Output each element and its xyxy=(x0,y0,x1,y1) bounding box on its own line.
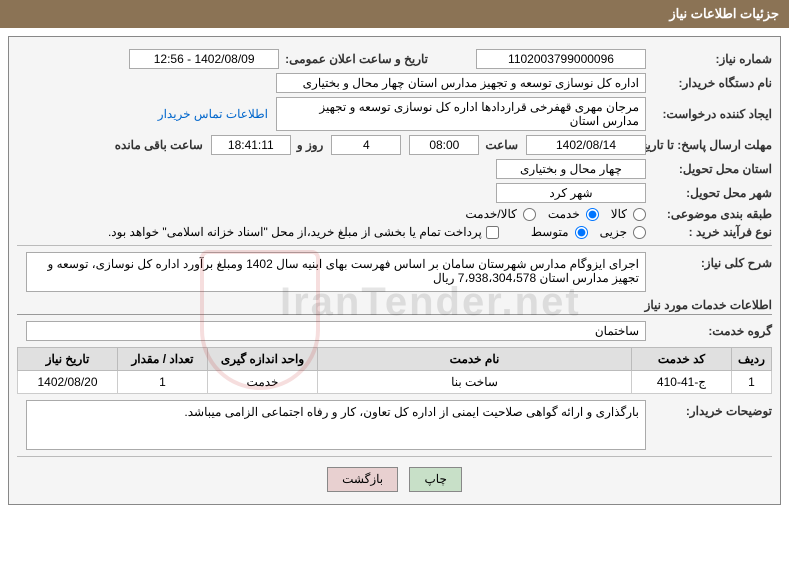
td-service-code: ج-41-410 xyxy=(632,371,732,394)
row-process: نوع فرآیند خرید : جزیی متوسط پرداخت تمام… xyxy=(17,225,772,239)
radio-minor-label: جزیی xyxy=(600,225,627,239)
radio-medium-label: متوسط xyxy=(531,225,569,239)
back-button[interactable]: بازگشت xyxy=(327,467,398,492)
row-desc: شرح کلی نیاز: اجرای ایزوگام مدارس شهرستا… xyxy=(17,252,772,292)
th-unit: واحد اندازه گیری xyxy=(208,348,318,371)
td-row: 1 xyxy=(732,371,772,394)
radio-goods-label: کالا xyxy=(611,207,627,221)
time-left-value: 18:41:11 xyxy=(211,135,291,155)
deadline-label: مهلت ارسال پاسخ: تا تاریخ: xyxy=(652,138,772,152)
row-category: طبقه بندی موضوعی: کالا خدمت کالا/خدمت xyxy=(17,207,772,221)
row-need-number: شماره نیاز: 1102003799000096 تاریخ و ساع… xyxy=(17,49,772,69)
city-label: شهر محل تحویل: xyxy=(652,186,772,200)
process-label: نوع فرآیند خرید : xyxy=(652,225,772,239)
time-label: ساعت xyxy=(485,138,518,152)
th-qty: تعداد / مقدار xyxy=(118,348,208,371)
desc-value: اجرای ایزوگام مدارس شهرستان سامان بر اسا… xyxy=(26,252,646,292)
province-value: چهار محال و بختیاری xyxy=(496,159,646,179)
td-service-name: ساخت بنا xyxy=(318,371,632,394)
radio-service-label: خدمت xyxy=(548,207,580,221)
province-label: استان محل تحویل: xyxy=(652,162,772,176)
page-title: جزئیات اطلاعات نیاز xyxy=(669,6,779,21)
city-value: شهر کرد xyxy=(496,183,646,203)
time-left-label: ساعت باقی مانده xyxy=(115,138,203,152)
category-label: طبقه بندی موضوعی: xyxy=(652,207,772,221)
row-buyer-org: نام دستگاه خریدار: اداره کل نوسازی توسعه… xyxy=(17,73,772,93)
radio-medium-group: متوسط xyxy=(531,225,588,239)
radio-medium[interactable] xyxy=(575,226,588,239)
row-province: استان محل تحویل: چهار محال و بختیاری xyxy=(17,159,772,179)
announce-date-value: 1402/08/09 - 12:56 xyxy=(129,49,279,69)
th-row: ردیف xyxy=(732,348,772,371)
buyer-notes-label: توضیحات خریدار: xyxy=(652,400,772,418)
treasury-note: پرداخت تمام یا بخشی از مبلغ خرید،از محل … xyxy=(108,225,482,239)
separator-2 xyxy=(17,456,772,457)
th-service-code: کد خدمت xyxy=(632,348,732,371)
services-table: ردیف کد خدمت نام خدمت واحد اندازه گیری ت… xyxy=(17,347,772,394)
need-number-value: 1102003799000096 xyxy=(476,49,646,69)
button-bar: چاپ بازگشت xyxy=(17,467,772,492)
days-left-value: 4 xyxy=(331,135,401,155)
radio-goods-service[interactable] xyxy=(523,208,536,221)
requester-label: ایجاد کننده درخواست: xyxy=(652,107,772,121)
td-need-date: 1402/08/20 xyxy=(18,371,118,394)
radio-service[interactable] xyxy=(586,208,599,221)
announce-date-label: تاریخ و ساعت اعلان عمومی: xyxy=(285,52,428,66)
deadline-date-value: 1402/08/14 xyxy=(526,135,646,155)
group-label: گروه خدمت: xyxy=(652,324,772,338)
radio-service-group: خدمت xyxy=(548,207,599,221)
need-number-label: شماره نیاز: xyxy=(652,52,772,66)
row-city: شهر محل تحویل: شهر کرد xyxy=(17,183,772,203)
td-qty: 1 xyxy=(118,371,208,394)
td-unit: خدمت xyxy=(208,371,318,394)
th-service-name: نام خدمت xyxy=(318,348,632,371)
row-buyer-notes: توضیحات خریدار: بارگذاری و ارائه گواهی ص… xyxy=(17,400,772,450)
deadline-time-value: 08:00 xyxy=(409,135,479,155)
row-group: گروه خدمت: ساختمان xyxy=(17,321,772,341)
buyer-org-value: اداره کل نوسازی توسعه و تجهیز مدارس استا… xyxy=(276,73,646,93)
page-header: جزئیات اطلاعات نیاز xyxy=(0,0,789,28)
main-panel: شماره نیاز: 1102003799000096 تاریخ و ساع… xyxy=(8,36,781,505)
separator-1 xyxy=(17,245,772,246)
buyer-notes-value: بارگذاری و ارائه گواهی صلاحیت ایمنی از ا… xyxy=(26,400,646,450)
days-left-label: روز و xyxy=(297,138,324,152)
buyer-org-label: نام دستگاه خریدار: xyxy=(652,76,772,90)
table-header-row: ردیف کد خدمت نام خدمت واحد اندازه گیری ت… xyxy=(18,348,772,371)
row-requester: ایجاد کننده درخواست: مرجان مهری قهفرخی ق… xyxy=(17,97,772,131)
radio-goods-service-group: کالا/خدمت xyxy=(465,207,535,221)
requester-value: مرجان مهری قهفرخی قراردادها اداره کل نوس… xyxy=(276,97,646,131)
treasury-checkbox[interactable] xyxy=(486,226,499,239)
desc-label: شرح کلی نیاز: xyxy=(652,252,772,270)
th-need-date: تاریخ نیاز xyxy=(18,348,118,371)
contact-link[interactable]: اطلاعات تماس خریدار xyxy=(158,107,268,121)
table-row: 1 ج-41-410 ساخت بنا خدمت 1 1402/08/20 xyxy=(18,371,772,394)
radio-goods-group: کالا xyxy=(611,207,646,221)
treasury-checkbox-group: پرداخت تمام یا بخشی از مبلغ خرید،از محل … xyxy=(108,225,499,239)
group-value: ساختمان xyxy=(26,321,646,341)
radio-goods-service-label: کالا/خدمت xyxy=(465,207,516,221)
radio-minor[interactable] xyxy=(633,226,646,239)
radio-goods[interactable] xyxy=(633,208,646,221)
radio-minor-group: جزیی xyxy=(600,225,646,239)
row-deadline: مهلت ارسال پاسخ: تا تاریخ: 1402/08/14 سا… xyxy=(17,135,772,155)
services-section-title: اطلاعات خدمات مورد نیاز xyxy=(17,298,772,315)
print-button[interactable]: چاپ xyxy=(409,467,461,492)
